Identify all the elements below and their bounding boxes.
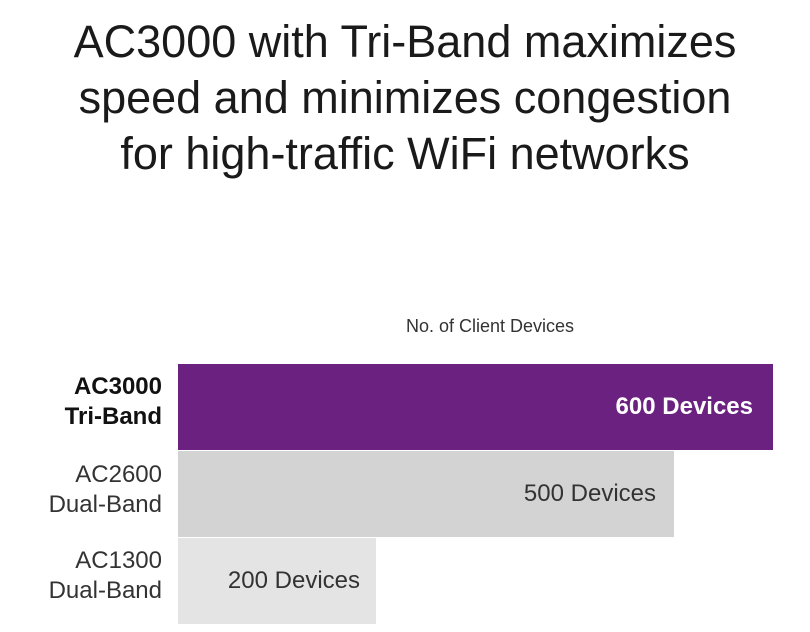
category-label-line-1: AC2600 bbox=[75, 461, 162, 488]
category-label-line-2: Dual-Band bbox=[48, 577, 162, 604]
category-label-ac1300: AC1300 Dual-Band bbox=[0, 546, 162, 606]
bar-ac2600: 500 Devices bbox=[178, 451, 674, 537]
chart-title: AC3000 with Tri-Band maximizes speed and… bbox=[0, 14, 810, 182]
category-label-line-2: Tri-Band bbox=[64, 403, 162, 430]
category-label-line-2: Dual-Band bbox=[48, 491, 162, 518]
data-label-ac1300: 200 Devices bbox=[227, 567, 360, 594]
data-label-ac3000: 600 Devices bbox=[615, 393, 753, 420]
chart-title-line-2: speed and minimizes congestion bbox=[78, 72, 732, 123]
x-axis-label: No. of Client Devices bbox=[405, 316, 575, 336]
bar-ac3000: 600 Devices bbox=[178, 364, 773, 450]
category-label-ac2600: AC2600 Dual-Band bbox=[0, 460, 162, 520]
category-label-line-1: AC3000 bbox=[73, 373, 162, 400]
chart-title-line-3: for high-traffic WiFi networks bbox=[120, 128, 690, 179]
category-label-line-1: AC1300 bbox=[75, 547, 162, 574]
bar-ac1300: 200 Devices bbox=[178, 538, 376, 624]
category-label-ac3000: AC3000 Tri-Band bbox=[0, 372, 162, 432]
chart-title-line-1: AC3000 with Tri-Band maximizes bbox=[73, 16, 737, 67]
data-label-ac2600: 500 Devices bbox=[523, 480, 656, 507]
